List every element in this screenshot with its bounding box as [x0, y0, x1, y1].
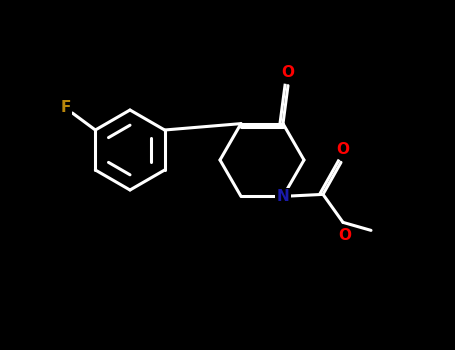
- Text: O: O: [337, 142, 349, 157]
- Text: O: O: [339, 228, 352, 243]
- Text: O: O: [282, 65, 294, 80]
- Text: F: F: [60, 100, 71, 116]
- Text: N: N: [277, 189, 289, 204]
